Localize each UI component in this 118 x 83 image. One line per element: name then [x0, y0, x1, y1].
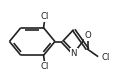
- Text: Cl: Cl: [102, 53, 110, 62]
- Text: N: N: [70, 49, 77, 58]
- Text: O: O: [84, 31, 91, 40]
- Text: Cl: Cl: [40, 12, 49, 21]
- Text: Cl: Cl: [40, 62, 49, 71]
